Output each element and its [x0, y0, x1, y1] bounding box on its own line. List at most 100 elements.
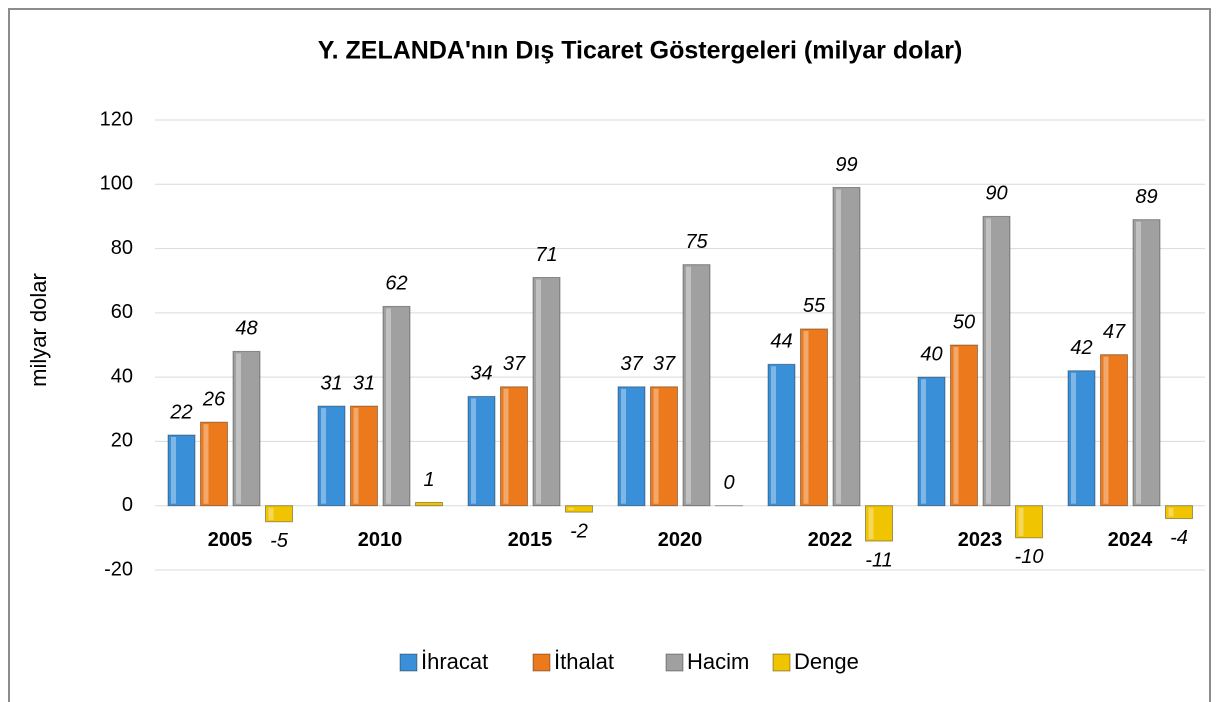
data-label: 42 [1070, 337, 1092, 359]
bar [317, 405, 346, 507]
data-label: -11 [865, 549, 892, 571]
bar-highlight [921, 379, 926, 504]
data-label: -5 [270, 530, 289, 552]
data-label: 99 [835, 154, 857, 176]
bar-highlight [1168, 507, 1174, 517]
bar [1015, 505, 1043, 539]
bar-highlight [386, 308, 391, 504]
bar-highlight [321, 408, 326, 504]
y-axis-label: milyar dolar [26, 273, 51, 387]
data-label: 55 [803, 295, 826, 317]
legend-label: İthalat [554, 649, 614, 674]
data-label: 89 [1135, 186, 1157, 208]
bar [565, 505, 593, 513]
legend-label: Hacim [687, 649, 749, 674]
legend-label: İhracat [421, 649, 488, 674]
data-label: 37 [653, 353, 676, 375]
bar [767, 363, 796, 507]
data-label: 90 [985, 183, 1007, 205]
bar [382, 305, 411, 507]
data-label: 0 [723, 472, 734, 494]
data-label: 50 [953, 311, 975, 333]
bar-highlight [203, 424, 209, 504]
bar-highlight [1071, 372, 1076, 504]
legend-swatch [665, 653, 684, 672]
x-tick-label: 2022 [808, 529, 853, 551]
bar [232, 350, 261, 507]
data-label: 31 [320, 372, 342, 394]
bar [500, 386, 528, 507]
data-label: 47 [1103, 321, 1126, 343]
bar [682, 264, 711, 507]
chart-frame [8, 8, 1211, 702]
data-label: 44 [770, 331, 792, 353]
bar-highlight [353, 408, 359, 504]
bar [1165, 505, 1193, 520]
data-label: 48 [235, 318, 257, 340]
bar [532, 277, 561, 507]
bar-highlight [771, 366, 776, 504]
y-tick-label: 40 [111, 365, 133, 387]
bar-highlight [986, 218, 991, 504]
data-label: -4 [1170, 527, 1188, 549]
bar-highlight [236, 353, 241, 504]
bar [167, 434, 196, 507]
bar [265, 505, 293, 523]
bar-highlight [471, 398, 476, 504]
data-label: 62 [385, 273, 407, 295]
bar-highlight [836, 189, 841, 504]
bar [982, 215, 1011, 507]
x-tick-label: 2015 [508, 529, 553, 551]
x-tick-label: 2005 [208, 529, 253, 551]
data-label: -10 [1015, 546, 1044, 568]
legend-swatch [399, 653, 418, 672]
data-label: 31 [353, 372, 375, 394]
bar-highlight [621, 388, 626, 504]
bar-highlight [568, 507, 574, 511]
data-label: 26 [202, 388, 226, 410]
bar [415, 502, 443, 507]
data-label: 71 [535, 244, 557, 266]
y-tick-label: 0 [122, 494, 133, 516]
chart-title: Y. ZELANDA'nın Dış Ticaret Göstergeleri … [318, 37, 963, 65]
data-label: 40 [920, 343, 942, 365]
bar-highlight [171, 437, 176, 504]
bar [1067, 370, 1096, 507]
bar [865, 505, 893, 542]
x-tick-label: 2020 [658, 529, 703, 551]
legend-swatch [772, 653, 791, 672]
bar-highlight [1136, 221, 1141, 504]
data-label: 37 [503, 353, 526, 375]
bar-highlight [686, 266, 691, 504]
y-tick-label: 20 [111, 430, 133, 452]
data-label: 34 [470, 363, 492, 385]
x-tick-label: 2023 [958, 529, 1003, 551]
bar-highlight [268, 507, 274, 520]
bar [1100, 354, 1128, 507]
bar [650, 386, 678, 507]
bar [350, 405, 378, 507]
bar-highlight [653, 388, 659, 504]
y-tick-label: 80 [111, 237, 133, 259]
data-label: 1 [423, 469, 434, 491]
data-label: 75 [685, 231, 708, 253]
data-label: -2 [570, 520, 588, 542]
legend-swatch [532, 653, 551, 672]
y-tick-label: 120 [100, 108, 133, 130]
bar [467, 395, 496, 507]
y-tick-label: -20 [104, 558, 133, 580]
bar-highlight [1103, 356, 1109, 504]
bar-highlight [953, 347, 959, 504]
y-tick-label: 60 [111, 301, 133, 323]
bar-highlight [803, 330, 809, 504]
x-tick-label: 2024 [1108, 529, 1153, 551]
data-label: 37 [620, 353, 643, 375]
bar-highlight [503, 388, 509, 504]
bar [1132, 219, 1161, 507]
legend-label: Denge [794, 649, 859, 674]
bar [917, 376, 946, 507]
bar-highlight [536, 279, 541, 504]
bar-highlight [1018, 507, 1024, 536]
y-tick-label: 100 [100, 173, 133, 195]
bar [200, 421, 228, 507]
